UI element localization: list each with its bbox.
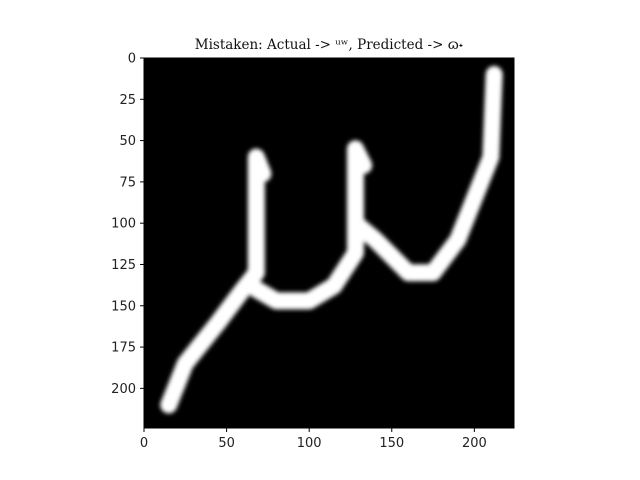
y-tick-label: 75 [119,175,136,190]
x-tick-label: 150 [379,436,404,451]
image-strokes [160,66,503,414]
axes-frame [143,57,515,429]
x-tick-label: 100 [297,436,322,451]
x-tick-label: 0 [140,436,148,451]
y-tick-label: 200 [111,382,136,397]
y-axis: 0 25 50 75 100 125 150 175 200 [111,52,144,397]
y-tick-label: 175 [111,341,136,356]
plot-area [143,57,515,429]
y-tick-label: 0 [128,52,136,67]
x-tick-label: 200 [462,436,487,451]
handwriting-stroke [346,66,503,282]
handwriting-stroke [247,140,373,310]
y-tick-label: 50 [119,134,136,149]
x-tick-label: 50 [218,436,235,451]
y-tick-label: 125 [111,258,136,273]
handwriting-stroke [160,148,272,414]
y-tick-label: 100 [111,217,136,232]
chart-title: Mistaken: Actual -> ᵘʷ, Predicted -> ɷ˖ [195,37,463,53]
x-axis: 0 50 100 150 200 [140,428,487,451]
y-tick-label: 150 [111,299,136,314]
y-tick-label: 25 [119,93,136,108]
